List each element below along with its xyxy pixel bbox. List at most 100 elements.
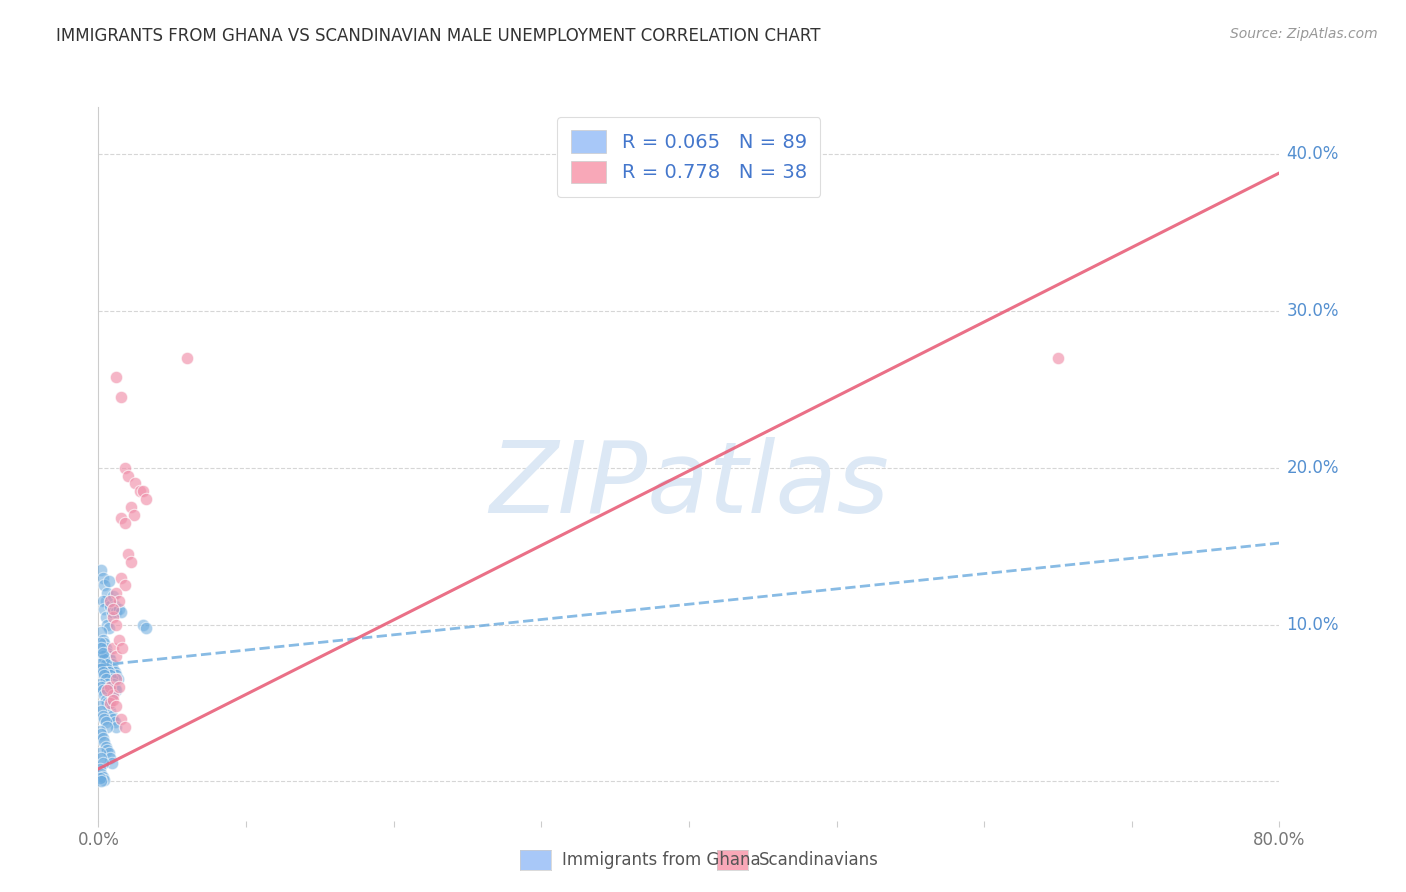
Point	[90, 661, 112, 675]
Point	[104, 665, 127, 679]
Point	[176, 351, 198, 365]
Point	[93, 636, 115, 650]
Point	[98, 704, 121, 718]
Point	[108, 602, 131, 616]
Point	[89, 772, 111, 786]
Point	[90, 727, 112, 741]
Text: Source: ZipAtlas.com: Source: ZipAtlas.com	[1230, 27, 1378, 41]
Point	[93, 772, 115, 787]
Point	[89, 636, 111, 650]
Point	[105, 667, 128, 681]
Point	[110, 570, 132, 584]
Point	[1046, 351, 1069, 365]
Point	[111, 641, 134, 656]
Point	[94, 609, 117, 624]
Point	[128, 484, 150, 499]
Point	[94, 594, 117, 608]
Point	[100, 756, 122, 770]
Point	[98, 667, 121, 681]
Text: ZIPatlas: ZIPatlas	[489, 437, 889, 533]
Point	[105, 683, 128, 698]
Point	[105, 720, 128, 734]
Point	[89, 657, 111, 671]
Point	[90, 681, 112, 695]
Text: Scandinavians: Scandinavians	[759, 851, 879, 869]
Point	[135, 492, 157, 507]
Point	[93, 712, 115, 726]
Point	[93, 688, 115, 702]
Point	[105, 605, 128, 619]
Point	[90, 751, 112, 765]
Point	[103, 693, 125, 707]
Point	[96, 661, 118, 675]
Point	[97, 681, 120, 695]
Point	[104, 714, 127, 729]
Point	[96, 743, 118, 757]
Text: 20.0%: 20.0%	[1286, 458, 1339, 476]
Point	[89, 677, 111, 691]
Point	[96, 683, 118, 698]
Point	[91, 731, 114, 745]
Legend: R = 0.065   N = 89, R = 0.778   N = 38: R = 0.065 N = 89, R = 0.778 N = 38	[558, 117, 820, 196]
Text: 30.0%: 30.0%	[1286, 301, 1339, 320]
Point	[105, 673, 128, 687]
Point	[117, 547, 139, 561]
Point	[100, 688, 122, 702]
Point	[100, 657, 122, 671]
Point	[96, 646, 118, 660]
Point	[96, 617, 118, 632]
Point	[94, 693, 117, 707]
Point	[98, 594, 121, 608]
Point	[97, 699, 120, 714]
Point	[110, 712, 132, 726]
Point	[103, 590, 125, 604]
Point	[110, 390, 132, 404]
Point	[93, 578, 115, 592]
Point	[105, 617, 128, 632]
Point	[132, 484, 155, 499]
Point	[91, 633, 114, 648]
Point	[93, 652, 115, 666]
Point	[89, 746, 111, 760]
Point	[97, 648, 120, 663]
Point	[89, 699, 111, 714]
Point	[96, 677, 118, 691]
Point	[89, 724, 111, 739]
Point	[104, 681, 127, 695]
Point	[90, 641, 112, 656]
Point	[93, 602, 115, 616]
Point	[104, 599, 127, 613]
Point	[103, 688, 125, 702]
Point	[105, 699, 128, 714]
Point	[100, 708, 122, 723]
Point	[94, 673, 117, 687]
Point	[114, 516, 136, 530]
Text: 40.0%: 40.0%	[1286, 145, 1339, 163]
Point	[114, 460, 136, 475]
Text: Immigrants from Ghana: Immigrants from Ghana	[562, 851, 761, 869]
Point	[90, 625, 112, 640]
Point	[107, 673, 129, 687]
Point	[91, 770, 114, 784]
Text: 10.0%: 10.0%	[1286, 615, 1339, 633]
Point	[114, 578, 136, 592]
Point	[98, 751, 121, 765]
Point	[91, 756, 114, 770]
Point	[91, 594, 114, 608]
Point	[94, 641, 117, 656]
Point	[117, 468, 139, 483]
Point	[94, 657, 117, 671]
Point	[110, 605, 132, 619]
Point	[103, 661, 125, 675]
Point	[105, 648, 128, 663]
Point	[97, 621, 120, 635]
Point	[94, 714, 117, 729]
Point	[91, 648, 114, 663]
Point	[108, 633, 131, 648]
Point	[90, 646, 112, 660]
Text: IMMIGRANTS FROM GHANA VS SCANDINAVIAN MALE UNEMPLOYMENT CORRELATION CHART: IMMIGRANTS FROM GHANA VS SCANDINAVIAN MA…	[56, 27, 821, 45]
Point	[132, 617, 155, 632]
Point	[103, 609, 125, 624]
Point	[96, 720, 118, 734]
Point	[91, 646, 114, 660]
